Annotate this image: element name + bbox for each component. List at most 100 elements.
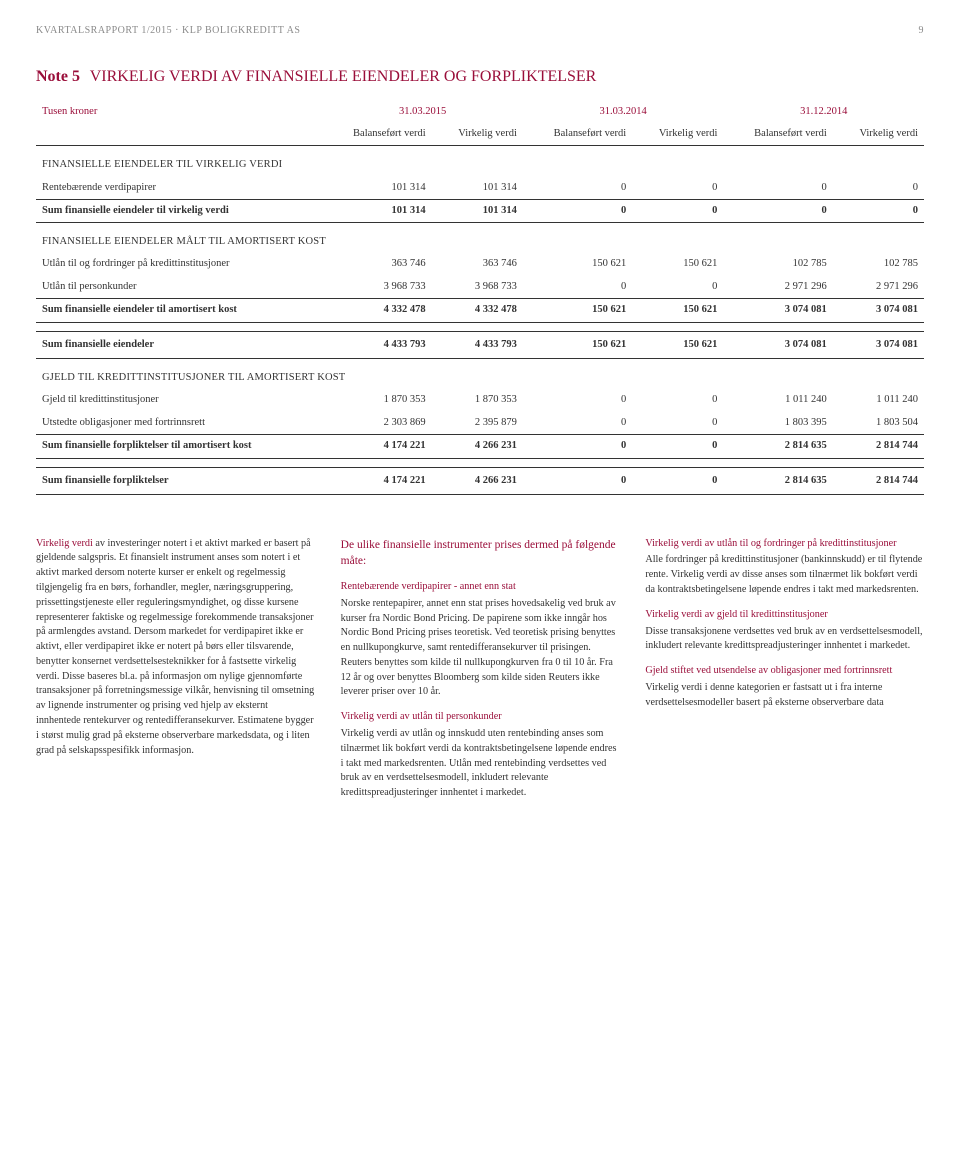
prose-subhead: Virkelig verdi av utlån til og fordringe… xyxy=(645,537,924,552)
row-label: Utlån til og fordringer på kredittinstit… xyxy=(36,253,322,276)
cell: 0 xyxy=(523,199,632,222)
cell: 0 xyxy=(523,177,632,200)
cell: 0 xyxy=(833,199,924,222)
prose-subhead: Virkelig verdi av gjeld til kredittinsti… xyxy=(645,608,924,623)
blank-header xyxy=(36,123,322,146)
cell: 4 332 478 xyxy=(432,299,523,322)
row-label: Utlån til personkunder xyxy=(36,276,322,299)
prose-paragraph: Rentebærende verdipapirer - annet enn st… xyxy=(341,580,620,700)
cell: 0 xyxy=(632,412,723,435)
col-balansefort-1: Balanseført verdi xyxy=(322,123,431,146)
cell: 2 395 879 xyxy=(432,412,523,435)
cell: 0 xyxy=(632,389,723,412)
cell: 3 074 081 xyxy=(723,331,832,358)
sum-row: Sum finansielle forpliktelser til amorti… xyxy=(36,435,924,458)
prose-subhead: Rentebærende verdipapirer - annet enn st… xyxy=(341,580,620,595)
unit-label: Tusen kroner xyxy=(36,101,322,123)
cell: 3 968 733 xyxy=(322,276,431,299)
cell: 0 xyxy=(523,435,632,458)
cell: 0 xyxy=(632,467,723,494)
cell: 0 xyxy=(632,199,723,222)
cell: 2 971 296 xyxy=(723,276,832,299)
cell: 150 621 xyxy=(632,331,723,358)
cell: 101 314 xyxy=(432,199,523,222)
col-balansefort-3: Balanseført verdi xyxy=(723,123,832,146)
date-col-3: 31.12.2014 xyxy=(723,101,924,123)
cell: 0 xyxy=(523,412,632,435)
cell: 0 xyxy=(723,177,832,200)
cell: 2 814 635 xyxy=(723,467,832,494)
date-col-2: 31.03.2014 xyxy=(523,101,724,123)
cell: 4 433 793 xyxy=(322,331,431,358)
cell: 4 332 478 xyxy=(322,299,431,322)
prose-text: Alle fordringer på kredittinstitusjoner … xyxy=(645,554,922,595)
prose-lead: Virkelig verdi xyxy=(36,538,93,549)
cell: 0 xyxy=(723,199,832,222)
prose-columns: Virkelig verdi av investeringer notert i… xyxy=(36,537,924,811)
prose-text: Virkelig verdi i denne kategorien er fas… xyxy=(645,682,883,708)
col-balansefort-2: Balanseført verdi xyxy=(523,123,632,146)
cell: 1 870 353 xyxy=(432,389,523,412)
cell: 150 621 xyxy=(632,253,723,276)
table-row: Utstedte obligasjoner med fortrinnsrett … xyxy=(36,412,924,435)
cell: 1 870 353 xyxy=(322,389,431,412)
cell: 150 621 xyxy=(523,331,632,358)
cell: 2 814 635 xyxy=(723,435,832,458)
note-title: Note 5 VIRKELIG VERDI AV FINANSIELLE EIE… xyxy=(36,66,924,88)
cell: 1 803 504 xyxy=(833,412,924,435)
prose-text: Disse transaksjonene verdsettes ved bruk… xyxy=(645,626,922,652)
prose-heading: De ulike finansielle instrumenter prises… xyxy=(341,537,620,570)
table-col-header-row: Balanseført verdi Virkelig verdi Balanse… xyxy=(36,123,924,146)
section-title: FINANSIELLE EIENDELER TIL VIRKELIG VERDI xyxy=(36,146,924,177)
cell: 150 621 xyxy=(523,299,632,322)
cell: 0 xyxy=(523,467,632,494)
prose-paragraph: Gjeld stiftet ved utsendelse av obligasj… xyxy=(645,664,924,710)
cell: 102 785 xyxy=(723,253,832,276)
section-title-row: FINANSIELLE EIENDELER TIL VIRKELIG VERDI xyxy=(36,146,924,177)
page-header: KVARTALSRAPPORT 1/2015 · KLP BOLIGKREDIT… xyxy=(36,24,924,38)
grand-label: Sum finansielle eiendeler xyxy=(36,331,322,358)
cell: 0 xyxy=(523,276,632,299)
prose-col-1: Virkelig verdi av investeringer notert i… xyxy=(36,537,315,811)
prose-paragraph: Virkelig verdi av gjeld til kredittinsti… xyxy=(645,608,924,654)
sum-row: Sum finansielle eiendeler til amortisert… xyxy=(36,299,924,322)
prose-col-2: De ulike finansielle instrumenter prises… xyxy=(341,537,620,811)
table-date-row: Tusen kroner 31.03.2015 31.03.2014 31.12… xyxy=(36,101,924,123)
cell: 3 074 081 xyxy=(833,299,924,322)
page-number: 9 xyxy=(919,24,925,38)
section-title: FINANSIELLE EIENDELER MÅLT TIL AMORTISER… xyxy=(36,222,924,253)
date-col-1: 31.03.2015 xyxy=(322,101,523,123)
note-number: Note 5 xyxy=(36,68,80,85)
section-title-row: FINANSIELLE EIENDELER MÅLT TIL AMORTISER… xyxy=(36,222,924,253)
prose-paragraph: Virkelig verdi av investeringer notert i… xyxy=(36,537,315,759)
col-virkelig-1: Virkelig verdi xyxy=(432,123,523,146)
header-left: KVARTALSRAPPORT 1/2015 · KLP BOLIGKREDIT… xyxy=(36,24,300,38)
prose-text: Virkelig verdi av utlån og innskudd uten… xyxy=(341,728,617,798)
col-virkelig-2: Virkelig verdi xyxy=(632,123,723,146)
sum-label: Sum finansielle forpliktelser til amorti… xyxy=(36,435,322,458)
cell: 102 785 xyxy=(833,253,924,276)
cell: 1 011 240 xyxy=(723,389,832,412)
cell: 2 303 869 xyxy=(322,412,431,435)
cell: 363 746 xyxy=(432,253,523,276)
cell: 0 xyxy=(632,435,723,458)
cell: 101 314 xyxy=(322,199,431,222)
sum-label: Sum finansielle eiendeler til virkelig v… xyxy=(36,199,322,222)
section-title-row: GJELD TIL KREDITTINSTITUSJONER TIL AMORT… xyxy=(36,358,924,389)
cell: 4 266 231 xyxy=(432,467,523,494)
sum-row: Sum finansielle eiendeler til virkelig v… xyxy=(36,199,924,222)
prose-paragraph: Virkelig verdi av utlån til og fordringe… xyxy=(645,537,924,598)
row-label: Gjeld til kredittinstitusjoner xyxy=(36,389,322,412)
cell: 150 621 xyxy=(523,253,632,276)
sum-label: Sum finansielle eiendeler til amortisert… xyxy=(36,299,322,322)
cell: 4 174 221 xyxy=(322,467,431,494)
cell: 150 621 xyxy=(632,299,723,322)
table-row: Utlån til og fordringer på kredittinstit… xyxy=(36,253,924,276)
grand-total-row: Sum finansielle forpliktelser 4 174 221 … xyxy=(36,467,924,494)
cell: 3 968 733 xyxy=(432,276,523,299)
table-row: Rentebærende verdipapirer 101 314 101 31… xyxy=(36,177,924,200)
grand-total-row: Sum finansielle eiendeler 4 433 793 4 43… xyxy=(36,331,924,358)
cell: 101 314 xyxy=(432,177,523,200)
cell: 4 266 231 xyxy=(432,435,523,458)
cell: 2 971 296 xyxy=(833,276,924,299)
